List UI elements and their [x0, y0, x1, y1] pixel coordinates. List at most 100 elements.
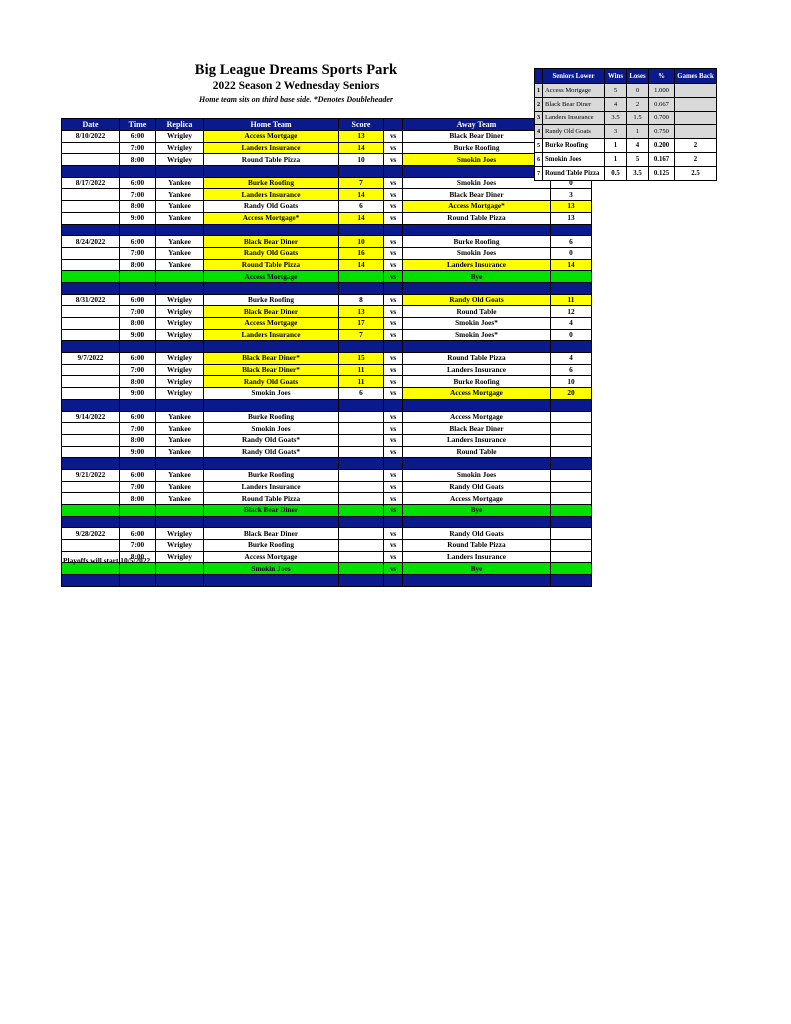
standings-rank: 5 [534, 138, 543, 153]
schedule-table: Date Time Replica Home Team Score Away T… [61, 118, 592, 587]
home-team: Burke Roofing [203, 293, 339, 307]
game-time: 7:00 [119, 422, 156, 435]
home-team: Black Bear Diner [203, 527, 339, 541]
game-row: 9/21/2022 6:00 Yankee Burke Roofing vs Smokin… [61, 468, 592, 482]
game-time: 9:00 [119, 328, 156, 342]
game-replica: Wrigley [155, 305, 204, 318]
week-separator [61, 574, 592, 587]
home-team: Access Mortgage [203, 317, 339, 330]
home-team: Landers Insurance [203, 141, 339, 155]
game-time: 7:00 [119, 188, 156, 202]
separator-cell [383, 281, 403, 295]
separator-cell [383, 515, 403, 529]
away-score: 20 [550, 387, 592, 400]
away-score: 4 [550, 352, 592, 365]
separator-cell [383, 340, 403, 354]
game-row: 9/14/2022 6:00 Yankee Burke Roofing vs Access… [61, 410, 592, 424]
home-score: 13 [338, 130, 384, 143]
bye-time [119, 270, 156, 283]
home-score [338, 480, 384, 494]
game-row: 8:00 Yankee Round Table Pizza 14 vs Landers I… [61, 258, 592, 272]
home-team: Landers Insurance [203, 328, 339, 342]
separator-cell [550, 457, 592, 470]
away-team: Access Mortgage* [402, 200, 551, 213]
game-row: 7:00 Yankee Smokin Joes vs Black Bear Diner [61, 422, 592, 435]
col-header-division: Seniors Lower [542, 68, 605, 84]
vs-label: vs [383, 153, 403, 167]
standings-body: 1 Access Mortgage 5 0 1.000 2 Black Bear Diner… [534, 83, 717, 181]
separator-cell [155, 515, 204, 529]
col-header-replica: Replica [155, 118, 204, 131]
home-team: Black Bear Diner* [203, 363, 339, 377]
vs-label: vs [383, 375, 403, 389]
home-team: Access Mortgage* [203, 211, 339, 225]
week-separator [61, 340, 592, 354]
vs-label: vs [383, 270, 403, 283]
home-score: 10 [338, 235, 384, 248]
standings-header-row: Seniors Lower Wins Loses % Games Back [534, 68, 717, 84]
title-block: Big League Dreams Sports Park 2022 Seaso… [61, 62, 531, 106]
game-row: 8/31/2022 6:00 Wrigley Burke Roofing 8 vs Rand… [61, 293, 592, 307]
game-row: 9:00 Yankee Randy Old Goats* vs Round Table [61, 445, 592, 459]
away-team: Landers Insurance [402, 363, 551, 377]
separator-cell [402, 340, 551, 354]
game-row: 8:00 Wrigley Access Mortgage vs Landers Insu… [61, 550, 592, 564]
home-team: Smokin Joes [203, 387, 339, 400]
separator-cell [550, 281, 592, 295]
vs-label: vs [383, 387, 403, 400]
separator-cell [61, 398, 120, 412]
away-team: Black Bear Diner [402, 188, 551, 202]
away-team: Round Table Pizza [402, 352, 551, 365]
game-replica: Wrigley [155, 550, 204, 564]
away-score [550, 539, 592, 552]
separator-cell [61, 515, 120, 529]
separator-cell [61, 223, 120, 237]
standings-games-back [674, 96, 717, 112]
home-score: 14 [338, 188, 384, 202]
vs-label: vs [383, 258, 403, 272]
game-row: 8/24/2022 6:00 Yankee Black Bear Diner 10 vs B… [61, 235, 592, 248]
col-header-home-team: Home Team [203, 118, 339, 131]
home-score: 7 [338, 328, 384, 342]
home-score: 14 [338, 258, 384, 272]
game-time: 9:00 [119, 211, 156, 225]
game-date [61, 317, 120, 330]
col-header-loses: Loses [626, 68, 649, 84]
game-replica: Wrigley [155, 352, 204, 365]
col-header-vs [383, 118, 403, 131]
away-team: Black Bear Diner [402, 130, 551, 143]
home-team: Black Bear Diner* [203, 352, 339, 365]
game-replica: Yankee [155, 246, 204, 260]
game-date [61, 387, 120, 400]
game-replica: Yankee [155, 468, 204, 482]
col-header-time: Time [119, 118, 156, 131]
bye-row: Black Bear Diner vs Bye [61, 504, 592, 517]
standings-rank: 1 [534, 83, 543, 98]
game-date [61, 422, 120, 435]
separator-cell [338, 165, 384, 178]
game-replica: Wrigley [155, 527, 204, 541]
vs-label: vs [383, 363, 403, 377]
game-date [61, 153, 120, 167]
home-team: Landers Insurance [203, 480, 339, 494]
home-score: 13 [338, 305, 384, 318]
game-time: 8:00 [119, 433, 156, 447]
separator-cell [61, 457, 120, 470]
away-team: Black Bear Diner [402, 422, 551, 435]
game-date [61, 480, 120, 494]
game-replica: Yankee [155, 200, 204, 213]
standings-team: Black Bear Diner [542, 96, 605, 112]
standings-games-back: 2 [674, 138, 717, 153]
game-time: 6:00 [119, 410, 156, 424]
away-score: 6 [550, 235, 592, 248]
away-score: 3 [550, 188, 592, 202]
home-team: Burke Roofing [203, 176, 339, 190]
home-score [338, 550, 384, 564]
home-score: 6 [338, 387, 384, 400]
separator-cell [550, 398, 592, 412]
bye-home-score [338, 270, 384, 283]
away-score: 11 [550, 293, 592, 307]
separator-cell [119, 515, 156, 529]
separator-cell [155, 165, 204, 178]
week-separator [61, 457, 592, 470]
